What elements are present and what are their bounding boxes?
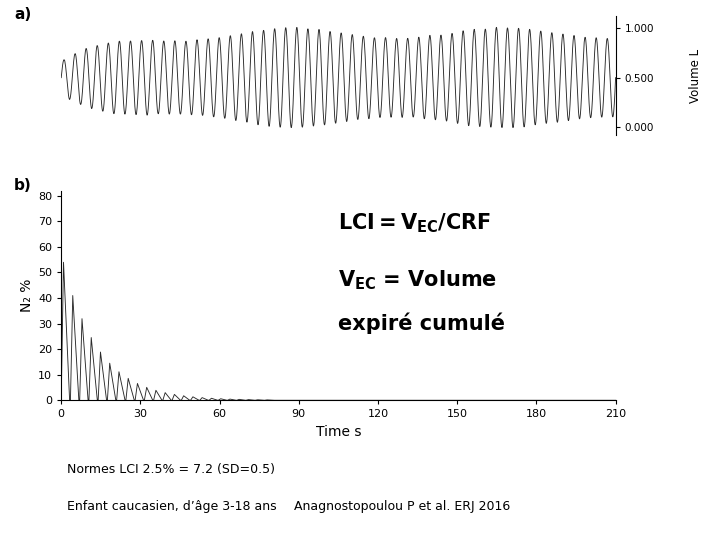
Y-axis label: Volume L: Volume L — [689, 49, 702, 103]
Y-axis label: N₂ %: N₂ % — [20, 279, 34, 312]
Text: b): b) — [14, 178, 32, 193]
Text: a): a) — [14, 6, 32, 22]
Text: $\mathregular{V_{EC}}$ = Volume: $\mathregular{V_{EC}}$ = Volume — [338, 268, 498, 292]
Text: Anagnostopoulou P et al. ERJ 2016: Anagnostopoulou P et al. ERJ 2016 — [294, 500, 510, 513]
Text: $\mathregular{LCI = V_{EC}/CRF}$: $\mathregular{LCI = V_{EC}/CRF}$ — [338, 212, 492, 235]
Text: Enfant caucasien, d’âge 3-18 ans: Enfant caucasien, d’âge 3-18 ans — [67, 500, 276, 513]
Text: Normes LCI 2.5% = 7.2 (SD=0.5): Normes LCI 2.5% = 7.2 (SD=0.5) — [67, 463, 275, 476]
Text: expiré cumulé: expiré cumulé — [338, 312, 505, 334]
X-axis label: Time s: Time s — [315, 425, 361, 439]
